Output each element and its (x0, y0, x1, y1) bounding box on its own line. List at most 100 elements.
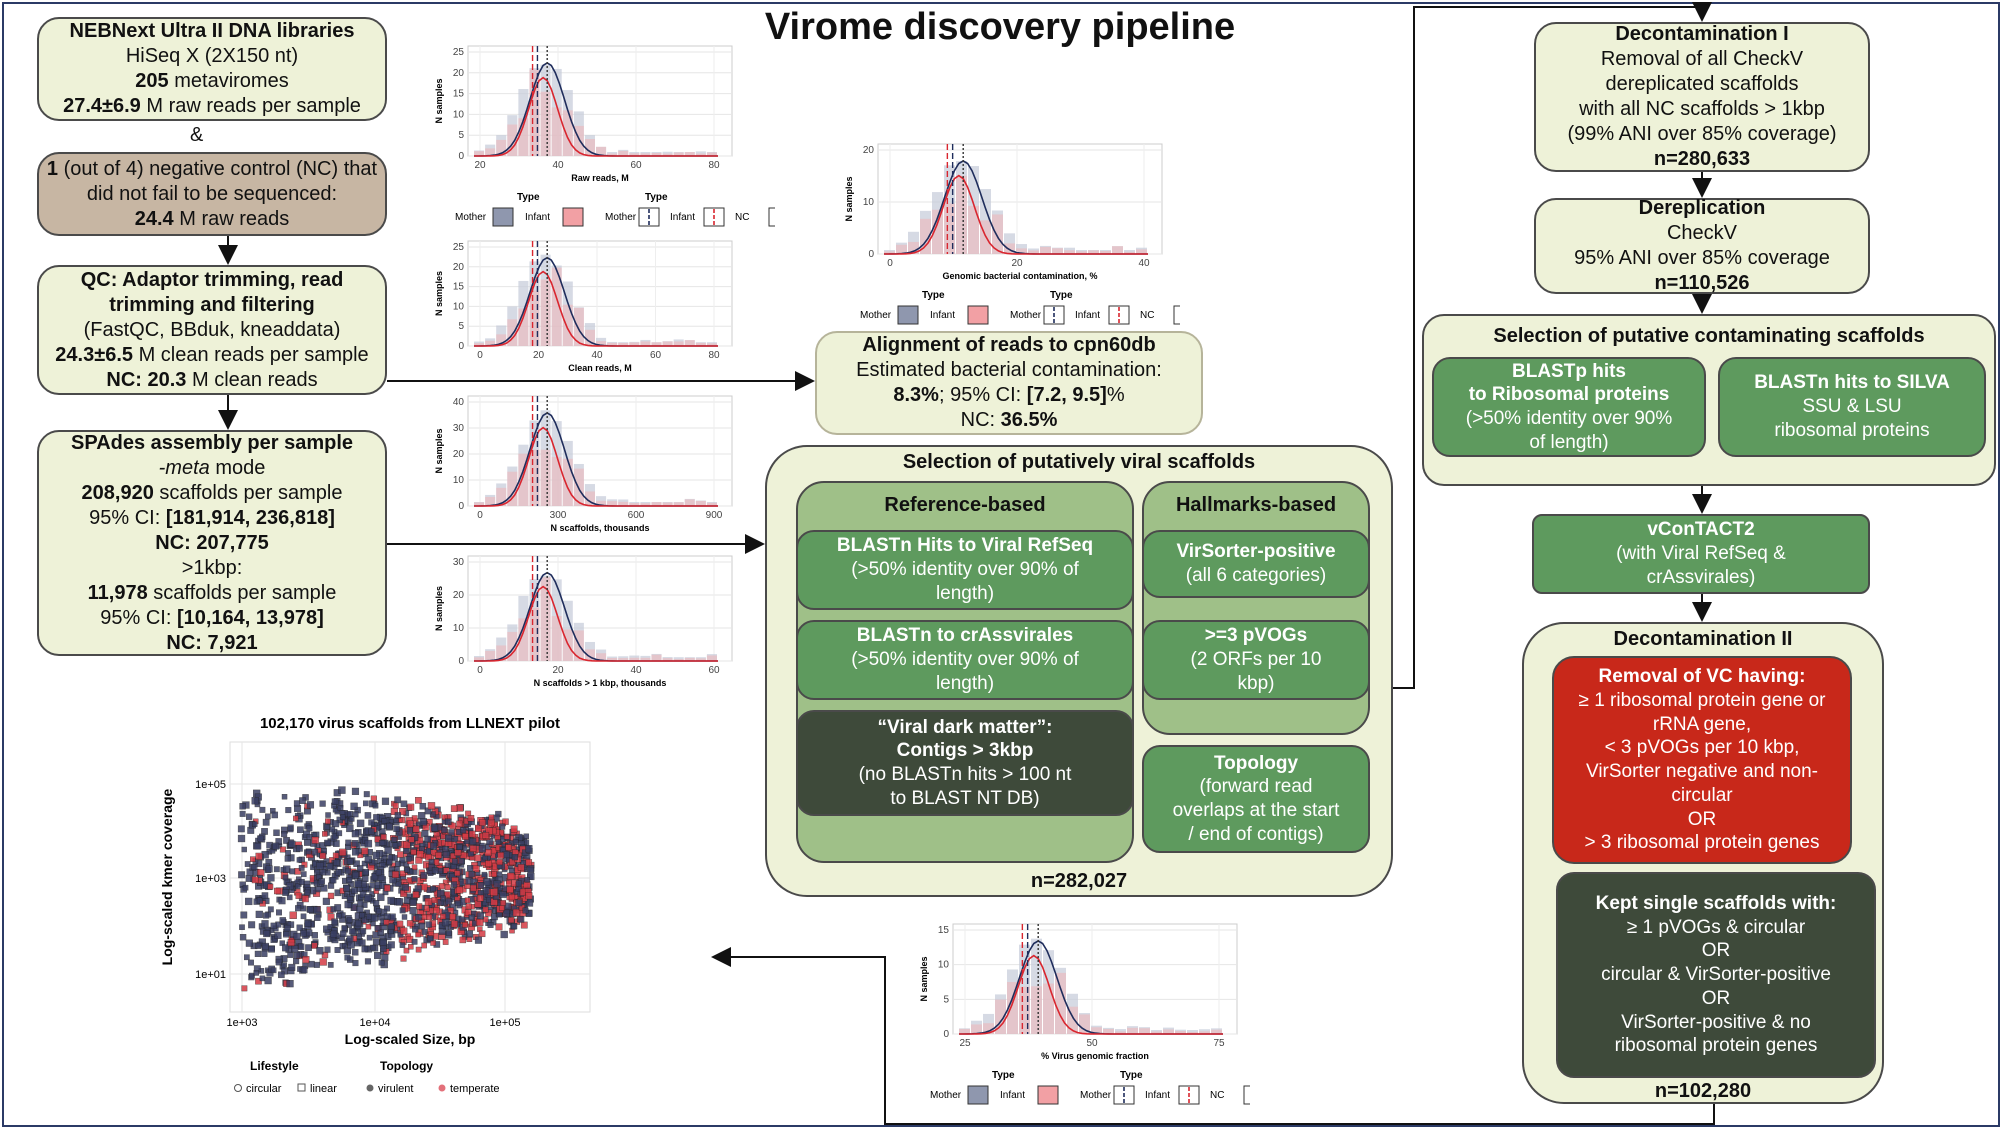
negative-control-box: 1 (out of 4) negative control (NC) that … (37, 152, 387, 236)
y-axis-label: Log-scaled kmer coverage (159, 788, 175, 965)
y-tick-label: 5 (943, 994, 949, 1005)
legend-label: NC (735, 212, 749, 223)
vcontact2-box: vConTACT2 (with Viral RefSeq & crAssvira… (1532, 514, 1870, 594)
legend-label: Infant (1000, 1090, 1025, 1101)
x-tick-label: 40 (552, 160, 564, 171)
virulent-key (367, 1085, 374, 1092)
legend-key (1038, 1086, 1058, 1104)
x-axis-label: Genomic bacterial contamination, % (942, 271, 1097, 281)
x-tick-label: 40 (630, 665, 642, 676)
x-tick-label: 1e+04 (360, 1017, 391, 1029)
y-tick-label: 1e+01 (195, 969, 226, 981)
circular-key (235, 1085, 242, 1092)
y-tick-label: 40 (453, 397, 465, 408)
legend-key (898, 306, 918, 324)
y-tick-label: 0 (868, 249, 874, 260)
legend-label: Mother (455, 212, 487, 223)
x-tick-label: 300 (550, 510, 567, 521)
y-tick-label: 1e+05 (195, 779, 226, 791)
x-tick-label: 1e+03 (227, 1017, 258, 1029)
legend-label: Infant (1075, 310, 1100, 321)
y-tick-label: 0 (458, 151, 464, 162)
y-tick-label: 10 (453, 623, 465, 634)
histogram-bar (1127, 1028, 1138, 1034)
legend-type-title: Type (1050, 290, 1073, 301)
virus-fraction-plot: 05101525 50 75% Virus genomic fractionN sa… (915, 918, 1245, 1068)
histogram-bar (1052, 248, 1063, 254)
x-tick-label: 0 (477, 510, 483, 521)
x-tick-label: 80 (708, 160, 720, 171)
y-tick-label: 0 (458, 656, 464, 667)
histogram-bar (541, 577, 551, 661)
legend-key (563, 208, 583, 226)
scaffolds-1kbp-plot: 0 10 20 30 0 20 40 60 N scaffolds > 1 kbp, thous… (430, 550, 740, 695)
blastp-ribosomal-box: BLASTp hits to Ribosomal proteins (>50% … (1432, 357, 1706, 457)
y-tick-label: 0 (458, 501, 464, 512)
temperate-key (439, 1085, 446, 1092)
y-tick-label: 5 (458, 321, 464, 332)
page-title: Virome discovery pipeline (700, 6, 1300, 49)
legend-label: Infant (525, 212, 550, 223)
histogram-bar (563, 110, 573, 156)
x-tick-label: 25 (959, 1038, 971, 1049)
x-tick-label: 40 (591, 350, 603, 361)
legend-type-title: Type (922, 290, 945, 301)
refseq-box: BLASTn Hits to Viral RefSeq (>50% identi… (796, 530, 1134, 610)
legend-label: Mother (860, 310, 892, 321)
y-tick-label: 10 (938, 960, 950, 971)
topology-box: Topology (forward read overlaps at the s… (1142, 745, 1370, 853)
y-tick-label: 10 (453, 301, 465, 312)
y-tick-label: 25 (453, 47, 465, 58)
y-axis-label: N samples (434, 271, 444, 316)
legend-label: NC (1210, 1090, 1224, 1101)
x-tick-label: 20 (1011, 258, 1023, 269)
legend-label: Infant (1145, 1090, 1170, 1101)
kept-criteria-box: Kept single scaffolds with: ≥ 1 pVOGs & … (1556, 872, 1876, 1078)
lifestyle-legend-title: Lifestyle (250, 1059, 299, 1073)
x-axis-label: % Virus genomic fraction (1041, 1051, 1149, 1061)
y-tick-label: 1e+03 (195, 873, 226, 885)
histogram-bar (1031, 986, 1042, 1034)
legend-key (1244, 1086, 1250, 1104)
viral-selection-count: n=282,027 (765, 870, 1393, 893)
histogram-bar (541, 92, 551, 156)
y-tick-label: 30 (453, 423, 465, 434)
decontamination-2-count: n=102,280 (1522, 1080, 1884, 1103)
histogram-bar (707, 655, 717, 661)
y-tick-label: 20 (453, 449, 465, 460)
dereplication-box: Dereplication CheckV 95% ANI over 85% co… (1534, 198, 1870, 294)
reference-based-title: Reference-based (796, 494, 1134, 517)
x-tick-label: 0 (477, 665, 483, 676)
viral-dark-matter-box: “Viral dark matter”: Contigs > 3kbp (no … (796, 710, 1134, 816)
y-axis-label: N samples (919, 956, 929, 1001)
x-tick-label: 20 (533, 350, 545, 361)
x-tick-label: 50 (1086, 1038, 1098, 1049)
scatter-plot: 102,170 virus scaffolds from LLNEXT pilo… (150, 712, 610, 1097)
histogram-bar (1040, 247, 1051, 254)
hallmarks-based-title: Hallmarks-based (1142, 494, 1370, 517)
x-tick-label: 900 (706, 510, 723, 521)
y-tick-label: 10 (863, 197, 875, 208)
spades-box: SPAdes assembly per sample -meta mode 20… (37, 430, 387, 656)
legend-label: NC (1140, 310, 1154, 321)
legend-label: Mother (605, 212, 637, 223)
legend-key (1174, 306, 1180, 324)
x-tick-label: 75 (1213, 1038, 1225, 1049)
x-axis-label: Log-scaled Size, bp (345, 1031, 476, 1047)
legend-label: Infant (930, 310, 955, 321)
y-tick-label: 20 (863, 145, 875, 156)
y-tick-label: 15 (453, 89, 465, 100)
x-tick-label: 20 (552, 665, 564, 676)
y-tick-label: 5 (458, 130, 464, 141)
histogram-bar (956, 176, 967, 254)
pvog-box: >=3 pVOGs (2 ORFs per 10 kbp) (1142, 620, 1370, 700)
legend-label: Infant (670, 212, 695, 223)
histogram-bar (1043, 984, 1054, 1034)
histogram-bar (685, 499, 695, 506)
x-tick-label: 60 (708, 665, 720, 676)
ampersand: & (190, 124, 203, 147)
contaminating-selection-title: Selection of putative contaminating scaf… (1422, 325, 1996, 348)
x-tick-label: 0 (887, 258, 893, 269)
raw-reads-plot: 051015202520 40 60 80Raw reads, MN samples (430, 40, 740, 190)
histogram-bar (541, 450, 551, 506)
